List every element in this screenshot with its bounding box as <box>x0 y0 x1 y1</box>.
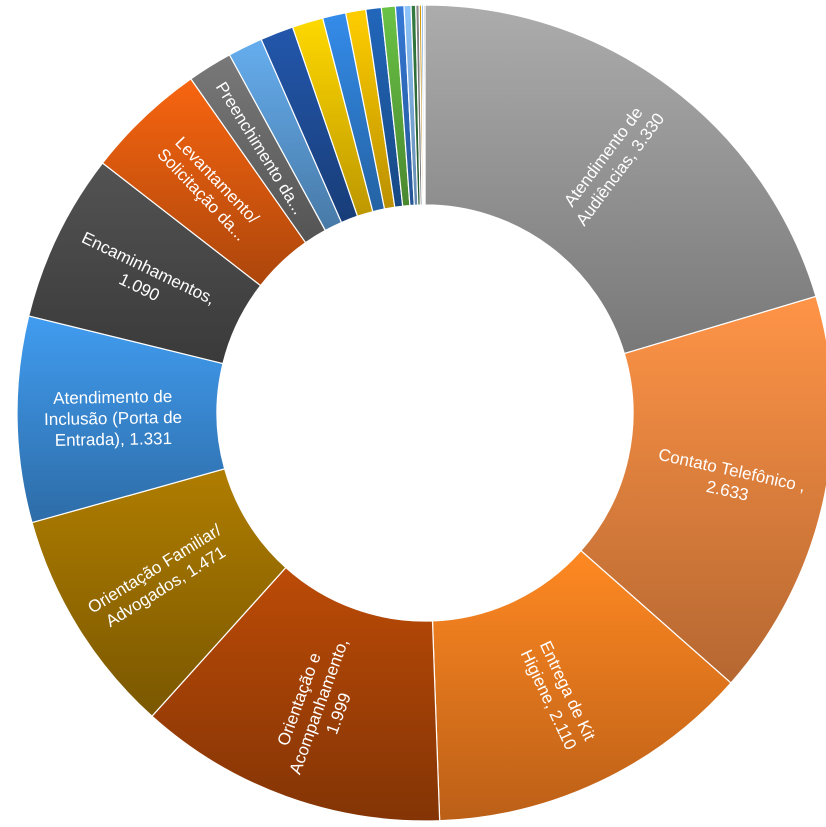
slices-group <box>16 4 826 822</box>
slice-2[interactable] <box>431 549 732 822</box>
slice-0[interactable] <box>424 4 817 355</box>
slice-22[interactable] <box>422 4 426 206</box>
slice-3[interactable] <box>151 566 441 822</box>
slice-label-line: Inclusão (Porta de <box>44 408 182 429</box>
slice-label-line: Atendimento de <box>53 387 172 408</box>
slice-1[interactable] <box>580 295 826 684</box>
slice-label-5: Atendimento deInclusão (Porta deEntrada)… <box>44 387 183 450</box>
slice-label-line: Entrada), 1.331 <box>55 429 172 450</box>
